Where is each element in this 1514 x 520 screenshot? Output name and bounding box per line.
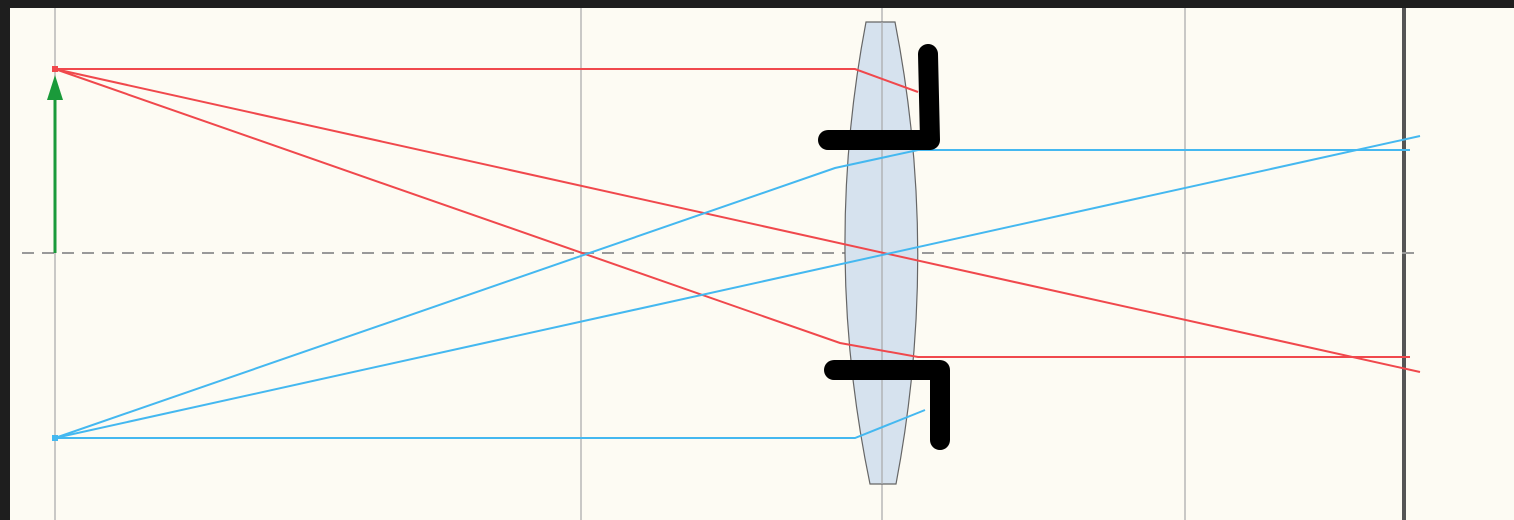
ray [54, 68, 1410, 358]
source-point [52, 435, 58, 441]
blue-rays [54, 135, 1421, 439]
ray [54, 149, 1410, 439]
ray [55, 68, 919, 93]
canvas [10, 8, 1514, 520]
ray [55, 409, 926, 439]
annotation-marks [818, 44, 950, 450]
annotation-mark [824, 360, 950, 450]
source-point [52, 66, 58, 72]
annotation-mark [818, 44, 940, 150]
ray [54, 68, 1421, 373]
red-rays [54, 68, 1421, 373]
ray [54, 135, 1421, 439]
object-arrowhead [47, 75, 63, 100]
